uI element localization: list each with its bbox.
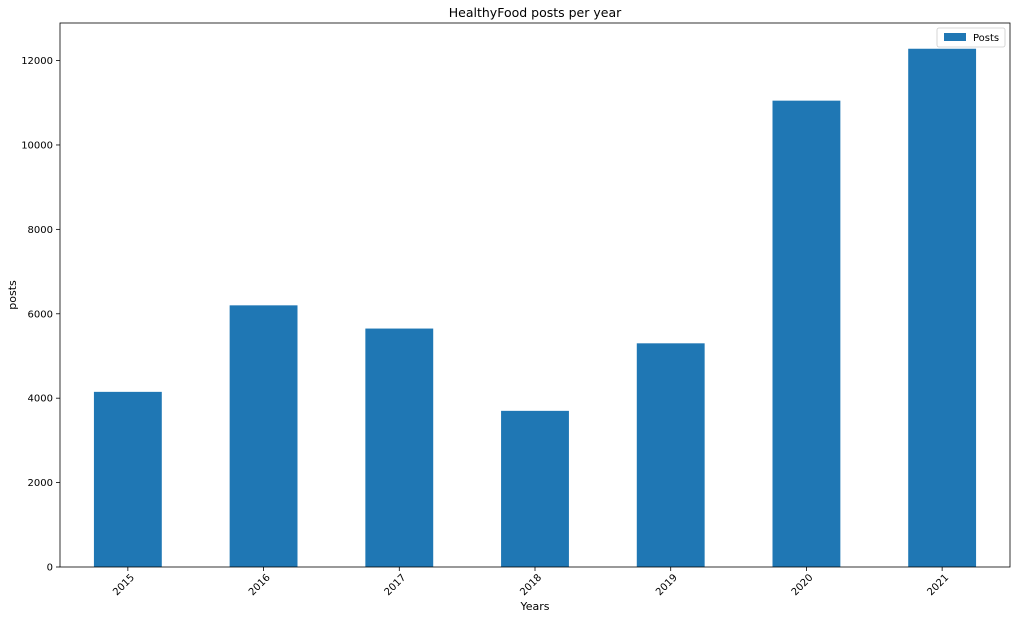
legend-label: Posts: [973, 33, 999, 44]
bar-2021: [908, 48, 977, 567]
bar-2020: [772, 100, 841, 567]
y-tick-label: 2000: [28, 478, 53, 489]
bar-2019: [636, 343, 705, 567]
y-tick-label: 6000: [28, 309, 53, 320]
legend-swatch: [944, 33, 966, 41]
y-tick-label: 0: [47, 563, 53, 574]
y-tick-label: 10000: [21, 140, 53, 151]
bar-2018: [501, 410, 569, 567]
legend-box: [936, 27, 1006, 48]
plot-frame: [59, 22, 1011, 568]
bars-group: [93, 48, 977, 567]
y-tick-label: 4000: [28, 394, 53, 405]
bar-2017: [365, 328, 434, 567]
bar-2015: [93, 391, 162, 567]
bar-2016: [229, 305, 298, 567]
y-axis-label: posts: [6, 280, 19, 310]
x-axis-label: Years: [519, 600, 549, 613]
y-tick-label: 12000: [21, 56, 53, 67]
y-axis-ticks: 0 2000 4000 6000 8000 10000 12000: [21, 56, 60, 574]
legend: Posts: [936, 27, 1006, 48]
y-tick-label: 8000: [28, 225, 53, 236]
chart-title: HealthyFood posts per year: [449, 5, 622, 20]
